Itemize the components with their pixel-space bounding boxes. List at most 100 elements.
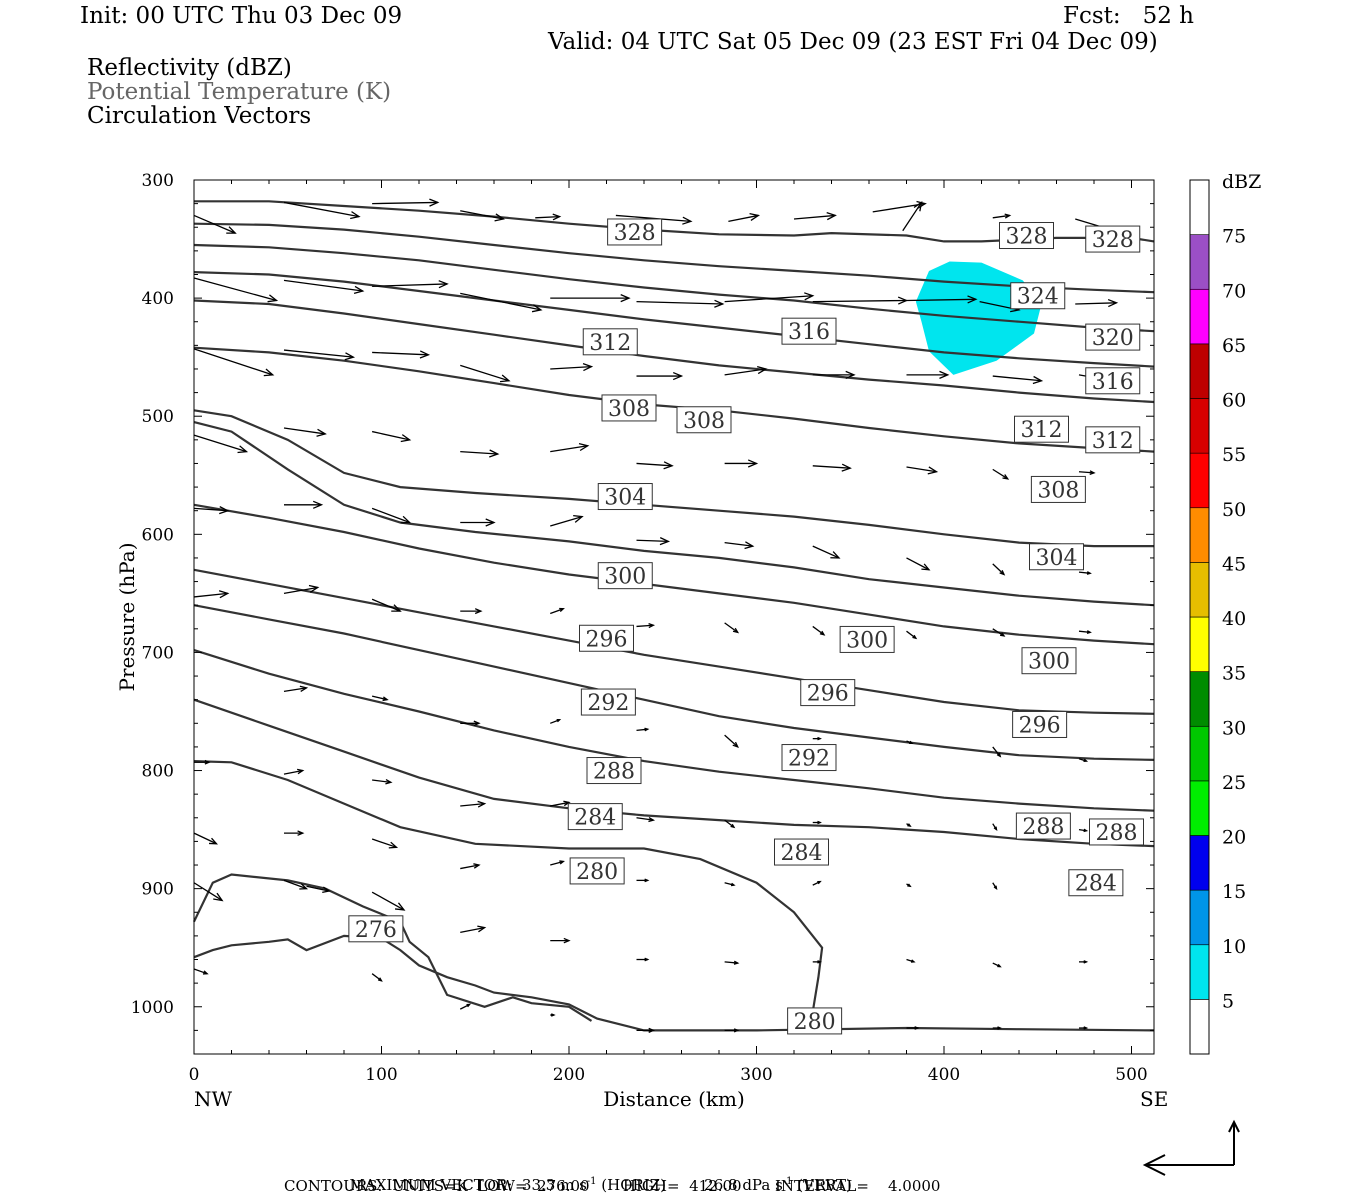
circulation-vector — [812, 880, 822, 886]
circulation-vector — [906, 295, 978, 304]
colorbar-segment-5 — [1189, 944, 1210, 1000]
circulation-vector — [636, 461, 674, 470]
contour-label: 300 — [839, 625, 895, 653]
colorbar-segment-45 — [1189, 507, 1210, 563]
contour-label: 300 — [1021, 647, 1077, 675]
reference-vector-arrow — [1142, 1119, 1240, 1176]
circulation-vector — [460, 364, 511, 383]
y-tick-label: 1000 — [131, 998, 174, 1018]
contour-label: 296 — [800, 679, 856, 707]
circulation-vector — [992, 1026, 1002, 1030]
theta-contour-316-4 — [193, 299, 1155, 404]
theta-contour-296-9 — [193, 568, 1155, 715]
circulation-vector — [283, 685, 309, 693]
circulation-vector — [636, 299, 725, 308]
circulation-vector — [812, 736, 822, 741]
svg-text:296: 296 — [586, 627, 628, 652]
circulation-vector — [460, 863, 481, 870]
colorbar-level-label: 75 — [1222, 226, 1246, 248]
circulation-vector — [992, 375, 1044, 385]
y-tick-label: 700 — [142, 643, 174, 663]
circulation-vector — [283, 768, 305, 775]
circulation-vector — [283, 349, 356, 361]
contour-label: 316 — [781, 317, 837, 345]
contour-label: 308 — [601, 394, 657, 422]
circulation-vector — [992, 823, 998, 832]
circulation-vector — [1079, 960, 1089, 964]
svg-text:300: 300 — [604, 565, 646, 590]
circulation-vector — [284, 830, 305, 836]
circulation-vector — [460, 720, 481, 727]
svg-text:308: 308 — [608, 397, 650, 422]
footer-unit-exponent-2: -1 — [782, 1176, 793, 1187]
svg-text:312: 312 — [1092, 429, 1134, 454]
circulation-vector — [460, 518, 496, 527]
circulation-vector — [812, 820, 822, 825]
colorbar-segment-above-75 — [1189, 179, 1210, 235]
circulation-vector — [724, 734, 739, 749]
circulation-vector — [283, 584, 320, 595]
colorbar-segment-70 — [1189, 234, 1210, 290]
circulation-vector — [193, 968, 209, 975]
circulation-vector — [193, 434, 249, 454]
circulation-vector — [371, 507, 412, 524]
circulation-vector — [194, 759, 211, 765]
circulation-vector — [812, 960, 822, 964]
colorbar-level-label: 65 — [1222, 335, 1246, 357]
circulation-vector — [615, 214, 693, 225]
contour-label: 328 — [607, 218, 663, 246]
contour-label: 288 — [1089, 818, 1144, 846]
colorbar-level-label: 60 — [1222, 390, 1246, 412]
circulation-vector — [550, 294, 631, 303]
contour-label: 292 — [781, 744, 837, 772]
footer-vert-suffix: (VERT) — [792, 1176, 852, 1194]
circulation-vector-layer — [193, 198, 1124, 1033]
y-tick-label: 400 — [142, 289, 174, 309]
circulation-vector — [992, 962, 1002, 968]
svg-text:316: 316 — [1092, 370, 1134, 395]
circulation-vector — [906, 557, 931, 571]
contour-label: 320 — [1085, 323, 1141, 351]
circulation-vector — [459, 1003, 472, 1010]
colorbar-segment-30 — [1189, 671, 1210, 727]
circulation-vector — [372, 350, 431, 359]
circulation-vector — [1075, 298, 1119, 308]
colorbar-segment-60 — [1189, 343, 1210, 399]
contour-label: 280 — [787, 1007, 843, 1035]
circulation-vector — [1078, 470, 1096, 475]
circulation-vector — [724, 819, 736, 829]
circulation-vector — [283, 427, 327, 437]
circulation-vector — [812, 545, 841, 559]
contour-label: 308 — [1030, 475, 1086, 503]
circulation-vector — [283, 879, 309, 890]
contour-label: 304 — [597, 483, 653, 511]
theta-contour-280-15 — [193, 934, 1155, 1032]
svg-text:316: 316 — [788, 320, 830, 345]
circulation-vector — [724, 366, 768, 376]
svg-text:296: 296 — [807, 682, 849, 707]
colorbar-level-label: 35 — [1222, 663, 1246, 685]
circulation-vector — [460, 608, 483, 615]
x-tick-label: 200 — [553, 1065, 585, 1085]
circulation-vector — [724, 960, 740, 965]
contour-label: 312 — [582, 328, 638, 356]
colorbar-level-label: 40 — [1222, 608, 1246, 630]
svg-text:324: 324 — [1017, 285, 1059, 310]
contour-label: 292 — [580, 688, 636, 716]
theta-contour-276-14 — [193, 873, 593, 1022]
circulation-vector — [906, 1026, 920, 1030]
colorbar-level-label: 30 — [1222, 717, 1246, 739]
forecast-hour: Fcst: 52 h — [1063, 3, 1194, 29]
svg-text:328: 328 — [1092, 228, 1134, 253]
colorbar-level-label: 10 — [1222, 936, 1246, 958]
x-right-end-label: SE — [1140, 1087, 1168, 1111]
contour-label: 304 — [1029, 543, 1084, 571]
colorbar-segment-40 — [1189, 562, 1210, 618]
y-tick-label: 500 — [142, 407, 174, 427]
circulation-vector — [1079, 1026, 1089, 1030]
theta-contour-layer — [193, 200, 1155, 1032]
circulation-vector — [724, 541, 755, 550]
contour-label: 328 — [999, 222, 1054, 250]
circulation-vector — [460, 449, 500, 458]
colorbar-segment-55 — [1189, 398, 1210, 454]
